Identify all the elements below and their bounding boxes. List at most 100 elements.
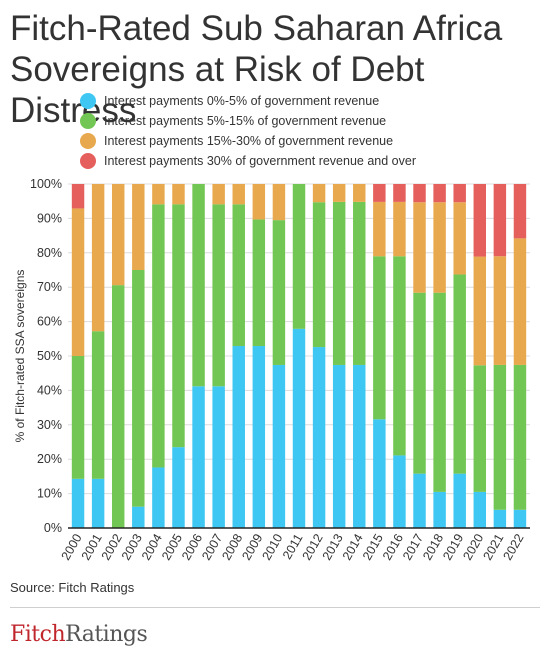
bar-segment-2018-s2 [433,202,446,293]
bar-segment-2003-s2 [132,184,145,270]
legend-swatch-15-30 [80,133,96,149]
legend-label-0-5: Interest payments 0%-5% of government re… [104,94,380,108]
bar-segment-2018-s3 [433,184,446,203]
bar-segment-2001-s0 [91,478,105,528]
chart-title: Fitch-Rated Sub Saharan Africa Sovereign… [10,9,503,130]
y-tick-label: 80% [37,246,62,260]
y-tick-label: 60% [37,315,62,329]
bar-segment-2006-s1 [192,184,205,387]
stacked-bar-chart: 0% 10% 20% 30% 40% 50% 60% 70% 80% 90% 100% % of Fi… [13,177,530,563]
bar-segment-2002-s2 [111,184,125,286]
bar-segment-2008-s0 [232,346,245,528]
y-tick-label: 10% [37,487,62,501]
bar-segment-2022-s0 [513,509,527,528]
legend-label-30-plus: Interest payments 30% of government reve… [104,154,416,168]
bar-segment-2020-s2 [473,256,487,366]
bar-segment-2022-s2 [513,238,527,365]
bar-segment-2000-s0 [71,478,85,528]
x-tick-label: 2007 [199,531,225,562]
fitch-ratings-logo: FitchRatings [10,622,148,647]
bar-segment-2005-s2 [172,184,185,205]
bar-segment-2019-s1 [453,274,466,474]
bar-segment-2018-s1 [433,292,446,492]
bar-segment-2019-s0 [453,473,466,528]
bar-segment-2018-s0 [433,491,446,528]
y-tick-label: 20% [37,452,62,466]
bar-segment-2021-s3 [493,184,507,257]
bar-segment-2021-s1 [493,364,507,510]
y-tick-label: 100% [30,177,62,191]
bar-segment-2015-s2 [373,201,386,257]
bar-segment-2021-s0 [493,509,507,528]
x-tick-label: 2001 [79,531,105,562]
bar-segment-2003-s1 [132,270,145,507]
bar-segment-2016-s2 [393,201,406,257]
x-tick-label: 2009 [239,531,265,562]
bar-segment-2004-s2 [152,184,165,205]
x-tick-label: 2022 [501,531,527,562]
y-tick-label: 0% [44,521,62,535]
bar-segment-2000-s3 [71,184,85,209]
x-tick-label: 2006 [179,531,205,562]
footer-divider [10,607,540,608]
bar-segment-2011-s0 [292,328,306,528]
bar-segment-2012-s2 [312,184,326,203]
bar-segment-2012-s1 [312,202,326,348]
bar-segment-2003-s0 [132,506,145,528]
x-tick-label: 2015 [360,531,386,562]
x-tick-label: 2010 [259,531,285,562]
x-tick-label: 2016 [380,531,406,562]
y-tick-label: 40% [37,383,62,397]
bar-segment-2014-s2 [353,184,366,202]
bar-segment-2016-s0 [393,455,406,528]
bar-segment-2006-s0 [192,386,205,528]
bar-segment-2010-s2 [272,184,286,221]
legend: Interest payments 0%-5% of government re… [80,91,540,171]
bar-segment-2016-s1 [393,256,406,456]
bar-segment-2000-s1 [71,356,85,479]
legend-swatch-0-5 [80,93,96,109]
bar-segment-2007-s2 [212,184,225,205]
bar-segment-2016-s3 [393,184,406,202]
bar-segment-2013-s0 [332,364,346,528]
x-tick-label: 2013 [320,531,346,562]
x-tick-label: 2002 [99,531,125,562]
bar-segment-2009-s0 [252,346,266,528]
y-tick-label: 30% [37,418,62,432]
logo-fitch: Fitch [10,622,66,647]
bar-segment-2020-s1 [473,365,487,492]
bar-segment-2021-s2 [493,256,507,365]
x-tick-label: 2020 [460,531,486,562]
x-tick-label: 2018 [420,531,446,562]
legend-item-30-plus: Interest payments 30% of government reve… [80,151,540,171]
bar-segment-2009-s2 [252,184,266,220]
x-tick-label: 2005 [159,531,185,562]
bar-segment-2020-s0 [473,491,487,528]
legend-label-5-15: Interest payments 5%-15% of government r… [104,114,387,128]
bar-segment-2014-s0 [353,364,366,528]
y-tick-label: 50% [37,349,62,363]
bar-segment-2015-s1 [373,256,386,420]
bar-segment-2022-s1 [513,364,527,510]
x-tick-label: 2019 [440,531,466,562]
bar-segment-2020-s3 [473,184,487,257]
x-tick-label: 2004 [139,531,165,562]
x-tick-label: 2017 [400,531,426,562]
bar-segment-2004-s0 [152,467,165,528]
x-tick-label: 2012 [300,531,326,562]
bar-segment-2010-s0 [272,364,286,528]
bar-segment-2017-s3 [413,184,426,203]
x-tick-label: 2000 [59,531,85,562]
bar-segment-2017-s1 [413,292,426,474]
bar-segment-2007-s0 [212,386,225,528]
logo-ratings: Ratings [65,622,148,647]
bar-segment-2010-s1 [272,220,286,365]
y-tick-label: 90% [37,211,62,225]
y-axis-label: % of Fitch-rated SSA sovereigns [13,270,27,443]
bar-segment-2012-s0 [312,347,326,528]
legend-swatch-30-plus [80,153,96,169]
bar-segment-2017-s0 [413,473,426,528]
bar-segment-2007-s1 [212,204,225,387]
bar-segment-2005-s1 [172,204,185,448]
bar-segment-2017-s2 [413,202,426,293]
